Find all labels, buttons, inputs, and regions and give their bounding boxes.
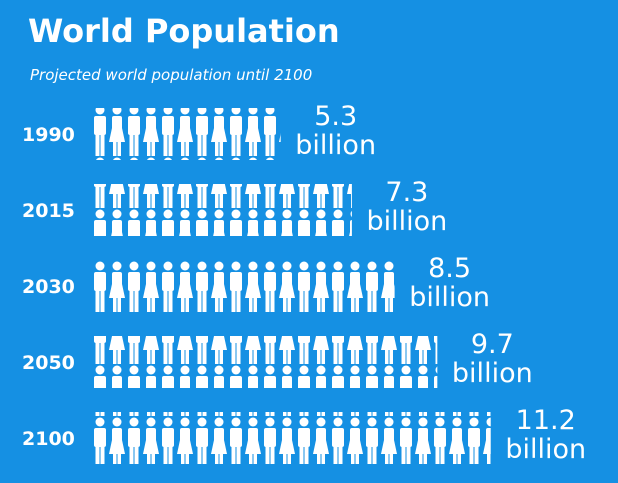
bar — [92, 412, 491, 464]
category-label: 2100 — [22, 428, 75, 450]
value-label: 11.2 billion — [505, 406, 587, 465]
value-label-box: 7.3 billion — [366, 178, 448, 237]
category-label: 2015 — [22, 200, 75, 222]
chart-title: World Population — [28, 12, 340, 50]
category-label: 2030 — [22, 276, 75, 298]
value-label: 8.5 billion — [409, 254, 490, 313]
bar — [92, 260, 395, 312]
bar — [92, 184, 352, 236]
value-label: 7.3 billion — [366, 178, 448, 237]
category-label: 1990 — [22, 124, 75, 146]
chart-subtitle: Projected world population until 2100 — [30, 66, 312, 84]
value-label: 9.7 billion — [451, 330, 533, 389]
bar — [92, 108, 281, 160]
bar — [92, 336, 438, 388]
value-label-box: 8.5 billion — [409, 254, 490, 313]
value-label-box: 9.7 billion — [451, 330, 533, 389]
value-label-box: 11.2 billion — [505, 406, 587, 465]
value-label: 5.3 billion — [295, 102, 377, 161]
value-label-box: 5.3 billion — [295, 102, 377, 161]
category-label: 2050 — [22, 352, 75, 374]
